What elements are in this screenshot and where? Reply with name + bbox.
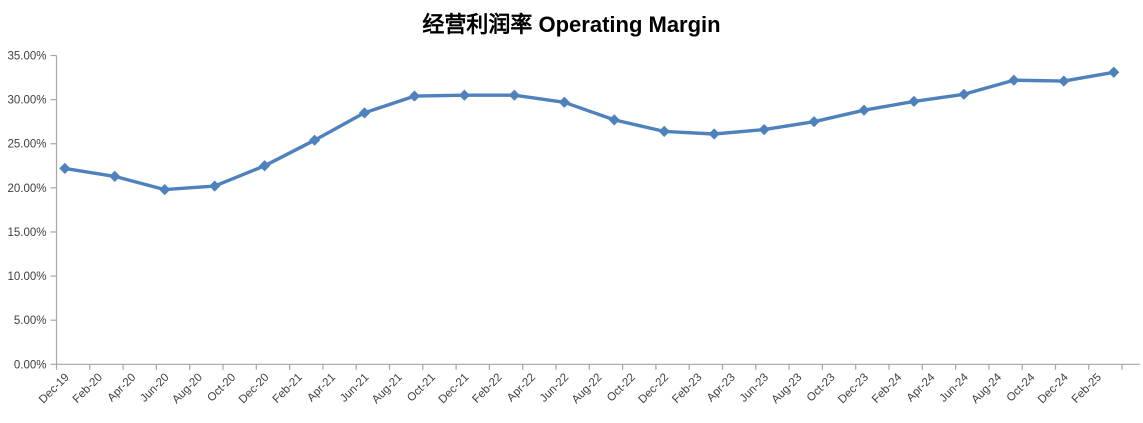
x-tick-label: Feb-22 xyxy=(470,371,504,405)
data-point-marker xyxy=(1008,74,1020,86)
x-tick-label: Oct-21 xyxy=(405,371,438,404)
y-tick-label: 10.00% xyxy=(7,271,46,283)
data-point-marker xyxy=(658,125,670,137)
data-point-marker xyxy=(59,162,71,175)
x-tick-label: Aug-21 xyxy=(370,371,405,406)
x-tick-label: Apr-21 xyxy=(305,371,338,404)
data-point-marker xyxy=(159,184,171,196)
x-tick-label: Apr-23 xyxy=(705,371,738,404)
x-tick-label: Aug-23 xyxy=(770,371,805,406)
data-point-marker xyxy=(858,104,870,116)
x-tick-label: Dec-22 xyxy=(636,371,671,406)
x-tick-label: Dec-21 xyxy=(437,371,472,406)
x-tick-label: Jun-23 xyxy=(738,371,771,404)
x-tick-label: Feb-21 xyxy=(271,371,305,405)
y-tick-label: 15.00% xyxy=(7,227,46,239)
data-point-marker xyxy=(358,107,371,119)
x-tick-label: Jun-21 xyxy=(338,371,371,404)
data-point-marker xyxy=(1058,75,1070,87)
x-tick-label: Dec-19 xyxy=(37,371,72,406)
x-tick-label: Dec-20 xyxy=(237,371,272,406)
x-tick-label: Aug-24 xyxy=(969,371,1004,406)
x-tick-label: Feb-20 xyxy=(71,371,105,405)
data-point-marker xyxy=(508,89,520,101)
data-point-marker xyxy=(1108,66,1120,78)
x-tick-label: Jun-20 xyxy=(138,371,171,404)
chart-title: 经营利润率 Operating Margin xyxy=(422,12,721,37)
data-point-marker xyxy=(109,170,121,182)
data-point-marker xyxy=(808,116,820,128)
data-point-marker xyxy=(958,88,970,100)
y-tick-label: 25.00% xyxy=(7,139,46,151)
data-point-marker xyxy=(908,95,920,107)
y-tick-label: 35.00% xyxy=(7,51,46,63)
y-tick-label: 5.00% xyxy=(14,315,47,327)
x-tick-label: Apr-24 xyxy=(905,371,938,404)
data-point-marker xyxy=(209,180,221,192)
data-point-marker xyxy=(758,124,770,136)
x-tick-label: Oct-20 xyxy=(205,371,238,404)
data-point-marker xyxy=(408,90,421,102)
data-point-marker xyxy=(308,134,321,146)
x-tick-label: Apr-20 xyxy=(105,371,138,404)
data-point-marker xyxy=(259,160,271,172)
data-point-marker xyxy=(608,114,620,126)
x-tick-label: Aug-22 xyxy=(570,371,605,406)
y-tick-label: 20.00% xyxy=(7,183,46,195)
y-tick-label: 0.00% xyxy=(14,359,47,371)
x-tick-label: Oct-24 xyxy=(1005,371,1038,404)
data-point-marker xyxy=(558,96,570,108)
y-tick-label: 30.00% xyxy=(7,95,46,107)
x-tick-label: Oct-23 xyxy=(805,371,838,404)
x-tick-label: Feb-24 xyxy=(870,371,905,406)
x-tick-label: Feb-23 xyxy=(670,371,704,405)
x-tick-label: Aug-20 xyxy=(170,371,205,406)
series-line xyxy=(63,70,1116,192)
x-tick-label: Dec-24 xyxy=(1036,371,1071,406)
data-point-marker xyxy=(458,89,471,101)
x-tick-label: Feb-25 xyxy=(1070,371,1104,405)
x-tick-label: Jun-24 xyxy=(938,371,972,405)
x-tick-label: Oct-22 xyxy=(605,371,638,404)
x-tick-label: Jun-22 xyxy=(538,371,571,404)
data-point-marker xyxy=(708,128,720,140)
x-tick-label: Dec-23 xyxy=(836,371,871,406)
x-tick-label: Apr-22 xyxy=(505,371,538,404)
